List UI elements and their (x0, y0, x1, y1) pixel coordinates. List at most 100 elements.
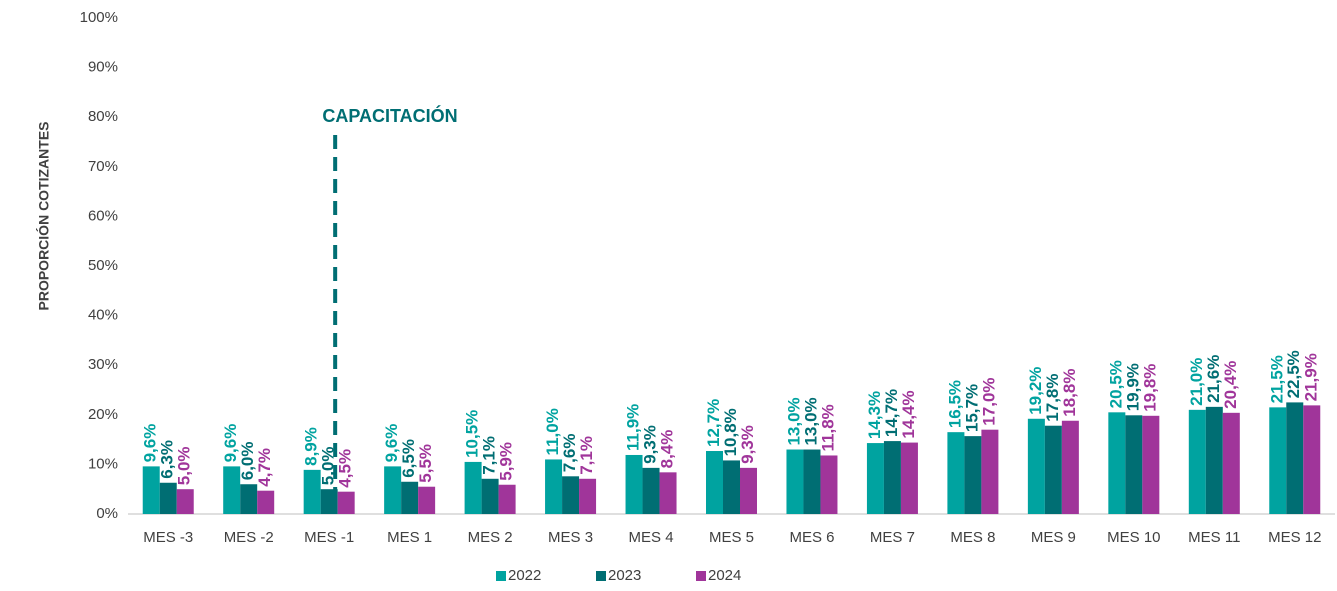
y-tick-label: 0% (96, 505, 118, 522)
bar (579, 478, 597, 514)
data-label: 5,9% (497, 442, 516, 481)
x-tick-label: MES 11 (1188, 529, 1240, 546)
data-label: 9,6% (221, 424, 240, 463)
data-label: 9,3% (641, 425, 660, 464)
y-tick-label: 60% (88, 207, 118, 224)
bar (176, 489, 194, 514)
y-tick-label: 90% (88, 59, 118, 76)
bar (1027, 418, 1045, 514)
bar (625, 454, 643, 514)
x-tick-label: MES 12 (1268, 529, 1321, 546)
legend-label: 2024 (708, 567, 741, 584)
bar (1125, 415, 1143, 514)
x-tick-label: MES 2 (468, 529, 513, 546)
x-tick-label: MES -2 (224, 529, 274, 546)
bar (1205, 406, 1223, 514)
legend-label: 2022 (508, 567, 541, 584)
bar (803, 449, 821, 514)
data-label: 14,7% (882, 389, 901, 437)
data-label: 6,5% (399, 439, 418, 478)
data-label: 9,6% (382, 424, 401, 463)
annotation: CAPACITACIÓN (322, 105, 457, 126)
bar (642, 467, 660, 514)
bar (1269, 407, 1287, 514)
data-label: 8,9% (302, 427, 321, 466)
bar (498, 484, 516, 514)
data-label: 6,3% (158, 440, 177, 479)
data-label: 14,4% (899, 390, 918, 438)
bar (723, 460, 740, 514)
data-label: 21,6% (1204, 355, 1223, 403)
bar (1061, 420, 1079, 514)
y-tick-label: 30% (88, 356, 118, 373)
data-label: 19,2% (1026, 367, 1045, 415)
data-label: 7,1% (480, 436, 499, 475)
y-tick-label: 20% (88, 406, 118, 423)
data-label: 21,0% (1187, 358, 1206, 406)
data-label: 6,0% (238, 441, 257, 480)
bar (1286, 402, 1304, 514)
x-tick-label: MES -1 (304, 529, 354, 546)
data-label: 5,0% (175, 446, 194, 485)
bar (240, 484, 258, 514)
bar (1142, 415, 1160, 514)
y-tick-label: 40% (88, 307, 118, 324)
x-tick-label: MES 3 (548, 529, 593, 546)
data-label: 17,8% (1043, 374, 1062, 422)
x-tick-label: MES 7 (870, 529, 915, 546)
data-label: 19,9% (1123, 363, 1142, 411)
data-label: 20,4% (1221, 361, 1240, 409)
y-tick-label: 70% (88, 158, 118, 175)
x-tick-label: MES 8 (950, 529, 995, 546)
data-label: 9,3% (738, 425, 757, 464)
data-label: 21,5% (1267, 355, 1286, 403)
bar (1188, 409, 1206, 514)
bar (1108, 412, 1126, 514)
x-tick-label: MES 1 (387, 529, 432, 546)
bar (706, 451, 723, 514)
data-label: 22,5% (1284, 350, 1303, 398)
data-label: 20,5% (1106, 360, 1125, 408)
bar (159, 482, 177, 514)
bar (303, 469, 321, 514)
data-label: 5,5% (416, 444, 435, 483)
data-label: 8,4% (658, 430, 677, 469)
x-tick-label: MES 6 (789, 529, 834, 546)
bar (964, 436, 982, 514)
data-label: 13,0% (784, 397, 803, 445)
data-label: 14,3% (865, 391, 884, 439)
bar (1303, 405, 1321, 514)
bar (337, 491, 355, 514)
legend-swatch (496, 571, 506, 581)
bar (562, 476, 580, 514)
data-label: 11,9% (624, 404, 643, 451)
bar (981, 429, 999, 514)
bar (1222, 412, 1240, 514)
data-label: 4,5% (336, 449, 355, 488)
data-label: 9,6% (141, 424, 160, 463)
bar (740, 467, 757, 514)
data-label: 13,0% (801, 397, 820, 445)
data-label: 18,8% (1060, 369, 1079, 417)
x-tick-label: MES -3 (143, 529, 193, 546)
x-tick-label: MES 9 (1031, 529, 1076, 546)
bar (786, 449, 804, 514)
bar (1044, 425, 1062, 514)
bar (866, 443, 884, 514)
data-label: 12,7% (704, 399, 723, 447)
legend-swatch (596, 571, 606, 581)
bar (142, 466, 160, 514)
bar (384, 466, 402, 514)
x-tick-label: MES 5 (709, 529, 754, 546)
legend-label: 2023 (608, 567, 641, 584)
data-label: 15,7% (962, 384, 981, 432)
bar (820, 455, 838, 514)
data-label: 4,7% (255, 448, 274, 487)
bar (481, 478, 499, 514)
bar (545, 459, 563, 514)
data-label: 10,8% (721, 408, 740, 456)
bar (401, 481, 419, 514)
x-tick-label: MES 4 (629, 529, 674, 546)
y-tick-label: 50% (88, 257, 118, 274)
